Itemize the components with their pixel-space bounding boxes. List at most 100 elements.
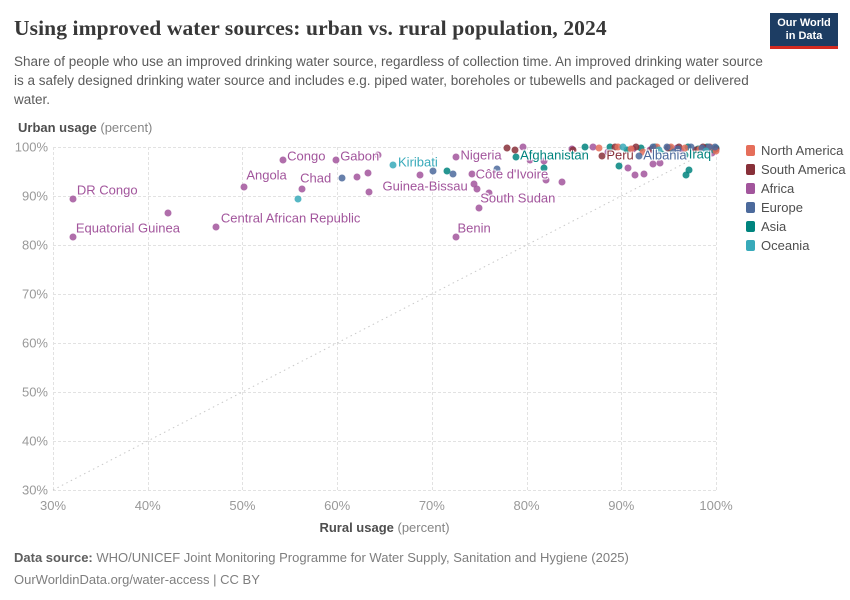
data-point-labeled[interactable] (475, 204, 483, 212)
data-point[interactable] (473, 185, 481, 193)
data-point-labeled[interactable] (69, 233, 77, 241)
data-point[interactable] (606, 143, 614, 151)
data-point[interactable] (589, 143, 597, 151)
data-point[interactable] (632, 143, 640, 151)
data-point-labeled[interactable] (635, 152, 643, 160)
country-label[interactable]: Iraq (688, 146, 712, 162)
data-point[interactable] (576, 151, 584, 159)
data-point[interactable] (637, 144, 645, 152)
data-point[interactable] (674, 145, 682, 153)
data-point-labeled[interactable] (512, 153, 520, 161)
data-point[interactable] (702, 147, 710, 155)
data-point[interactable] (443, 167, 451, 175)
country-label[interactable]: Kiribati (398, 154, 438, 170)
data-point[interactable] (681, 144, 689, 152)
country-label[interactable]: Nigeria (460, 147, 502, 163)
country-label[interactable]: Gabon (340, 148, 380, 164)
country-label[interactable]: Angola (246, 167, 287, 183)
data-point-labeled[interactable] (389, 161, 397, 169)
data-point-labeled[interactable] (240, 183, 248, 191)
data-point[interactable] (667, 143, 675, 151)
data-point[interactable] (692, 146, 700, 154)
data-point[interactable] (365, 188, 373, 196)
legend-item-south-america[interactable]: South America (746, 160, 846, 179)
legend-item-asia[interactable]: Asia (746, 217, 846, 236)
data-point[interactable] (656, 159, 664, 167)
data-point[interactable] (663, 143, 671, 151)
data-point[interactable] (687, 143, 695, 151)
data-point[interactable] (353, 173, 361, 181)
data-point-labeled[interactable] (332, 156, 340, 164)
data-point[interactable] (511, 146, 519, 154)
data-point[interactable] (294, 195, 302, 203)
data-point[interactable] (540, 157, 548, 165)
data-point[interactable] (649, 160, 657, 168)
data-point[interactable] (658, 150, 666, 158)
data-point-labeled[interactable] (212, 223, 220, 231)
data-point[interactable] (540, 164, 548, 172)
country-label[interactable]: Albania (643, 147, 687, 163)
data-point-labeled[interactable] (452, 233, 460, 241)
data-point-labeled[interactable] (598, 152, 606, 160)
country-label[interactable]: Côte d'Ivoire (475, 166, 549, 182)
data-point[interactable] (595, 144, 603, 152)
data-point[interactable] (670, 148, 678, 156)
data-point[interactable] (643, 149, 651, 157)
country-label[interactable]: DR Congo (76, 182, 138, 198)
data-point[interactable] (698, 144, 706, 152)
data-point[interactable] (611, 143, 619, 151)
data-point[interactable] (558, 178, 566, 186)
data-point[interactable] (712, 147, 720, 155)
data-point[interactable] (711, 143, 719, 151)
data-point[interactable] (627, 145, 635, 153)
data-point[interactable] (649, 143, 657, 151)
data-point-labeled[interactable] (416, 171, 424, 179)
country-label[interactable]: Central African Republic (220, 210, 361, 226)
data-point[interactable] (470, 180, 478, 188)
data-point[interactable] (526, 156, 534, 164)
data-point[interactable] (519, 143, 527, 151)
data-point[interactable] (604, 148, 612, 156)
data-point[interactable] (682, 171, 690, 179)
data-point-labeled[interactable] (681, 151, 689, 159)
data-point[interactable] (164, 209, 172, 217)
data-point[interactable] (631, 171, 639, 179)
data-point[interactable] (569, 146, 577, 154)
data-point[interactable] (503, 144, 511, 152)
legend-item-europe[interactable]: Europe (746, 198, 846, 217)
data-point[interactable] (449, 170, 457, 178)
data-point-labeled[interactable] (298, 185, 306, 193)
data-point[interactable] (542, 176, 549, 184)
data-point[interactable] (485, 189, 493, 197)
data-point[interactable] (493, 165, 501, 173)
data-point[interactable] (624, 164, 632, 172)
legend-item-north-america[interactable]: North America (746, 141, 846, 160)
country-label[interactable]: Peru (606, 147, 634, 163)
data-point[interactable] (705, 143, 713, 151)
data-point[interactable] (623, 146, 631, 154)
data-point[interactable] (655, 146, 663, 154)
data-point[interactable] (685, 166, 693, 174)
data-point[interactable] (429, 167, 437, 175)
country-label[interactable]: Afghanistan (520, 147, 589, 163)
data-point[interactable] (374, 151, 382, 159)
country-label[interactable]: Congo (287, 148, 326, 164)
data-point-labeled[interactable] (279, 156, 287, 164)
data-point[interactable] (639, 148, 647, 156)
country-label[interactable]: Benin (457, 220, 491, 236)
data-point[interactable] (615, 151, 623, 159)
country-label[interactable]: Equatorial Guinea (75, 220, 180, 236)
country-label[interactable]: South Sudan (480, 190, 556, 206)
data-point[interactable] (581, 143, 589, 151)
data-point[interactable] (364, 169, 372, 177)
data-point[interactable] (614, 143, 622, 151)
data-point[interactable] (619, 143, 627, 151)
country-label[interactable]: Guinea-Bissau (382, 178, 468, 194)
data-point-labeled[interactable] (452, 153, 460, 161)
data-point[interactable] (640, 170, 648, 178)
legend-item-africa[interactable]: Africa (746, 179, 846, 198)
country-label[interactable]: Chad (300, 170, 332, 186)
data-point-labeled[interactable] (69, 195, 77, 203)
data-point[interactable] (615, 162, 623, 170)
legend-item-oceania[interactable]: Oceania (746, 236, 846, 255)
